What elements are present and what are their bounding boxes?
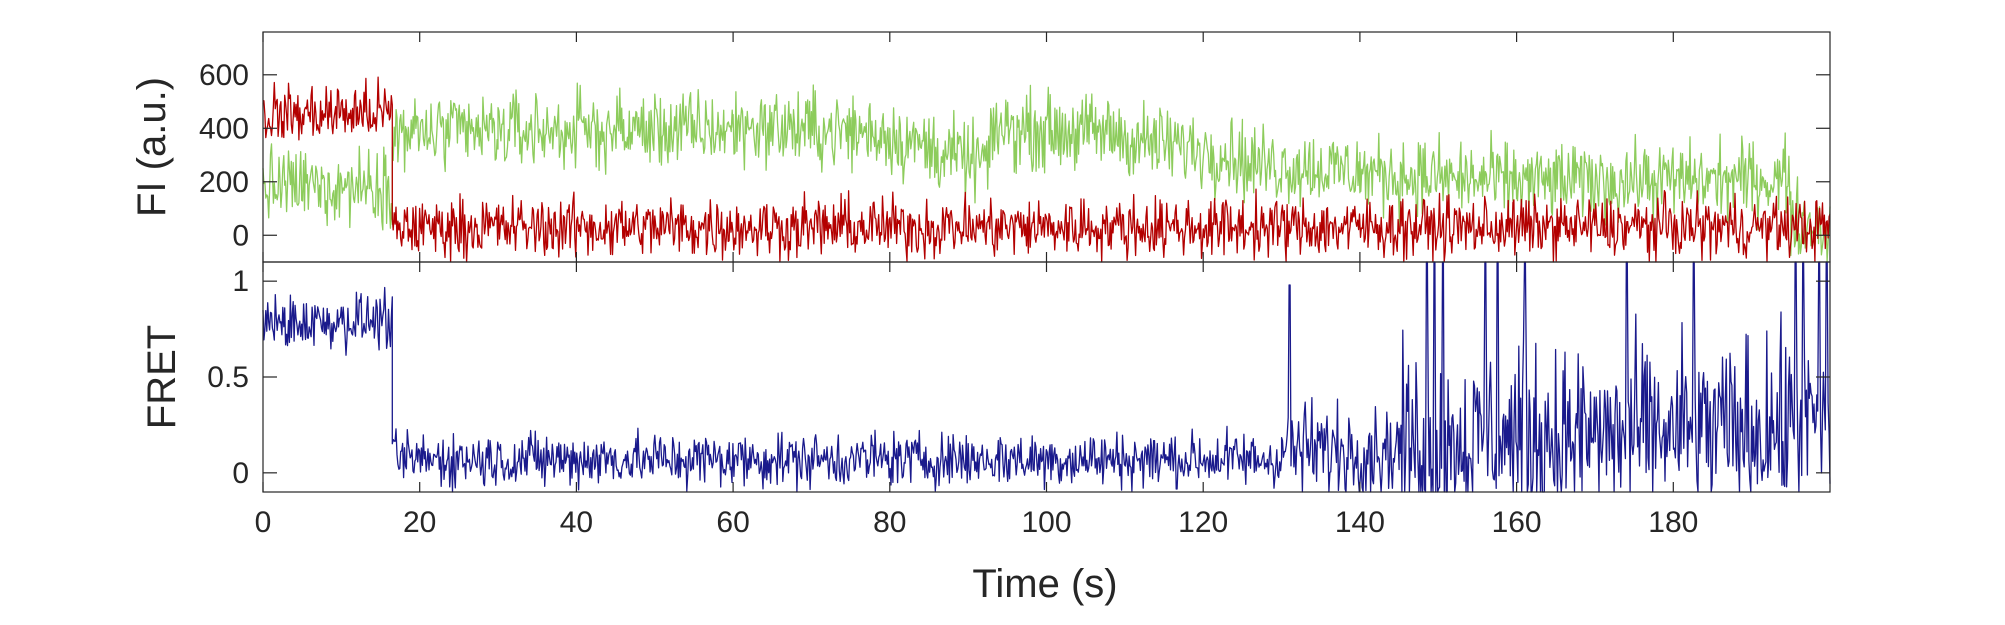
time-x-tick-label: 100: [1021, 506, 1071, 539]
fret-panel: 00.51 0 20 40 60 80 100 120 140 160 180 FRET Time…: [140, 261, 1831, 606]
time-x-axis-label: Time (s): [972, 562, 1117, 606]
time-x-tick-label: 60: [716, 506, 749, 539]
fluorescence-x-ticks: [262, 32, 1674, 262]
fret-y-tick-label: 0.5: [207, 361, 249, 394]
time-x-tick-label: 160: [1492, 506, 1542, 539]
fluorescence-y-ticks: 0 200 400 600: [199, 59, 1830, 252]
fret-y-ticks: 00.51: [207, 265, 1830, 490]
time-x-tick-label: 40: [560, 506, 593, 539]
time-x-tick-label: 80: [873, 506, 906, 539]
fret-series-group: [262, 261, 1831, 493]
fret-x-ticks: 0 20 40 60 80 100 120 140 160 180: [255, 262, 1698, 539]
fret-axes-frame: [262, 261, 1831, 493]
time-x-tick-label: 180: [1648, 506, 1698, 539]
fluorescence-y-tick-label: 200: [199, 166, 249, 199]
time-x-tick-label: 140: [1335, 506, 1385, 539]
fluorescence-y-tick-label: 400: [199, 112, 249, 145]
time-x-tick-label: 120: [1178, 506, 1228, 539]
fret-y-axis-label: FRET: [140, 325, 184, 429]
fluorescence-series-line-1: [262, 76, 1831, 263]
fluorescence-panel: 0 200 400 600 FI (a.u.): [130, 31, 1831, 263]
fret-y-tick-label: 0: [232, 457, 249, 490]
fluorescence-y-tick-label: 600: [199, 59, 249, 92]
fret-y-tick-label: 1: [232, 265, 249, 298]
fluorescence-series-line-0: [262, 82, 1831, 263]
fret-series-line-0: [262, 261, 1831, 493]
time-x-tick-label: 20: [403, 506, 436, 539]
time-x-tick-label: 0: [255, 506, 272, 539]
fluorescence-y-tick-label: 0: [232, 219, 249, 252]
fluorescence-series-group: [262, 76, 1831, 263]
fluorescence-y-axis-label: FI (a.u.): [130, 77, 174, 217]
